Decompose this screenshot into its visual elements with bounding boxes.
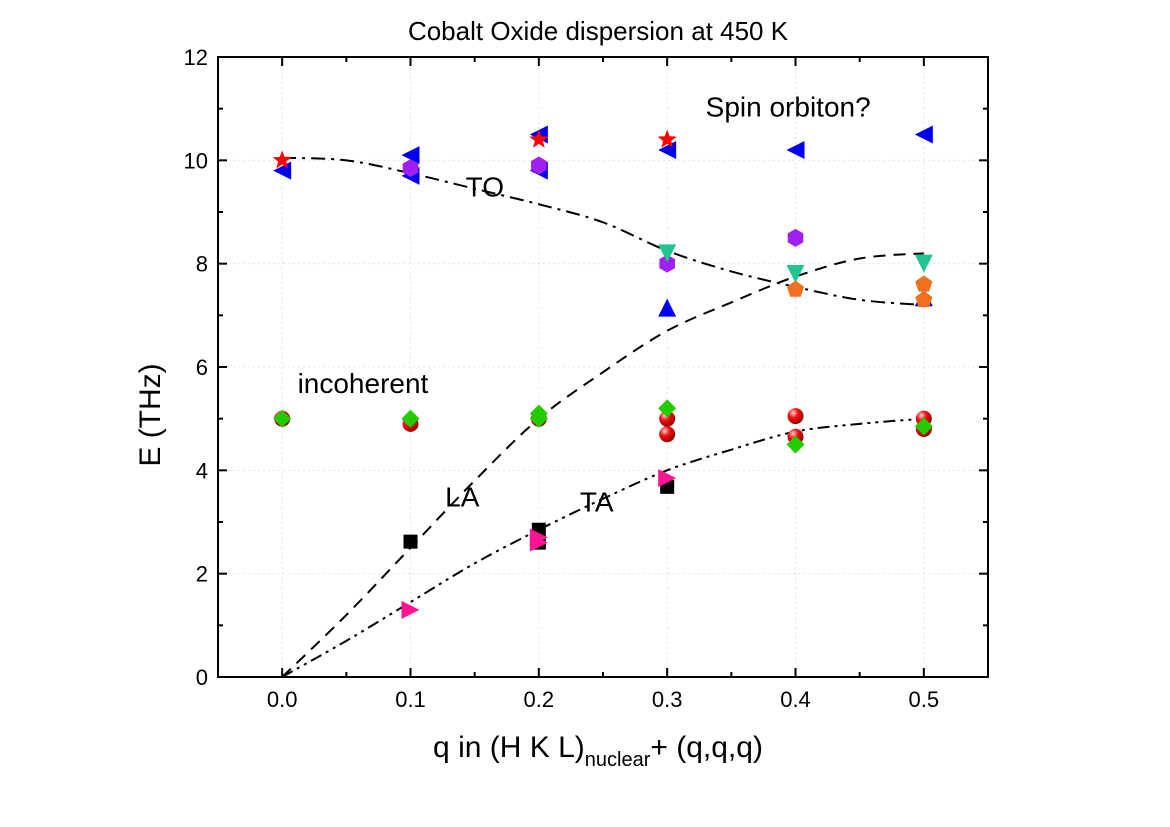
marker-left-triangle: [786, 141, 805, 159]
axes: 0.0 0.1 0.2 0.3 0.4 0.5 0 2 4 6 8 10 12: [184, 45, 989, 712]
y-tick-label: 4: [196, 458, 208, 483]
curve-TA: [281, 417, 924, 678]
marker-diamond: [529, 404, 548, 423]
x-tick-label: 0.2: [524, 687, 555, 712]
y-tick-label: 6: [196, 355, 208, 380]
marker-sphere: [787, 408, 804, 425]
marker-star: [657, 129, 677, 148]
marker-hexagon: [787, 228, 804, 247]
marker-pentagon: [915, 275, 933, 292]
marker-hexagon: [531, 156, 547, 175]
marker-sphere: [659, 426, 676, 443]
y-tick-label: 10: [184, 148, 208, 173]
data-points: [272, 125, 933, 619]
x-tick-label: 0.0: [267, 687, 298, 712]
curve-LA: [281, 252, 924, 678]
chart-title: Cobalt Oxide dispersion at 450 K: [408, 16, 789, 46]
marker-up-triangle: [658, 298, 677, 317]
marker-diamond: [401, 409, 420, 428]
marker-diamond: [786, 435, 805, 454]
annotation-la: LA: [445, 482, 480, 513]
annotation-ta: TA: [580, 487, 614, 518]
marker-right-triangle: [401, 600, 420, 619]
y-tick-label: 2: [196, 562, 208, 587]
marker-left-triangle: [401, 146, 420, 165]
x-axis-label-subscript: nuclear: [585, 749, 651, 771]
marker-star: [272, 150, 292, 169]
x-tick-label: 0.5: [909, 687, 940, 712]
y-tick-label: 8: [196, 252, 208, 277]
annotation-incoherent: incoherent: [298, 368, 429, 399]
marker-diamond: [658, 399, 677, 418]
marker-pentagon: [786, 280, 805, 297]
annotation-to: TO: [466, 172, 504, 203]
annotations: Spin orbiton? TO incoherent LA TA: [298, 91, 871, 517]
curve-TO: [282, 156, 924, 306]
marker-right-triangle: [658, 469, 677, 488]
marker-down-triangle: [786, 265, 805, 283]
marker-pentagon: [915, 290, 933, 308]
y-tick-label: 12: [184, 45, 208, 70]
x-tick-label: 0.3: [652, 687, 683, 712]
marker-down-triangle: [914, 254, 933, 273]
marker-square: [403, 534, 418, 549]
marker-down-triangle: [658, 244, 677, 263]
x-axis-label-prefix: q in (H K L): [433, 731, 585, 764]
fit-curves: [281, 156, 924, 678]
marker-hexagon: [659, 254, 675, 273]
x-tick-label: 0.4: [780, 687, 811, 712]
y-axis-label: E (THz): [134, 363, 167, 466]
annotation-spin-orbiton: Spin orbiton?: [706, 91, 871, 122]
x-tick-label: 0.1: [395, 687, 426, 712]
marker-sphere: [659, 410, 676, 427]
y-tick-label: 0: [196, 665, 208, 690]
marker-right-triangle: [529, 533, 548, 552]
marker-left-triangle: [914, 125, 933, 144]
marker-diamond: [914, 417, 933, 436]
marker-hexagon: [402, 159, 419, 178]
x-axis-label: q in (H K L)nuclear+ (q,q,q): [433, 731, 763, 771]
x-axis-label-suffix: + (q,q,q): [650, 731, 763, 764]
marker-star: [529, 129, 549, 148]
marker-diamond: [273, 409, 292, 428]
